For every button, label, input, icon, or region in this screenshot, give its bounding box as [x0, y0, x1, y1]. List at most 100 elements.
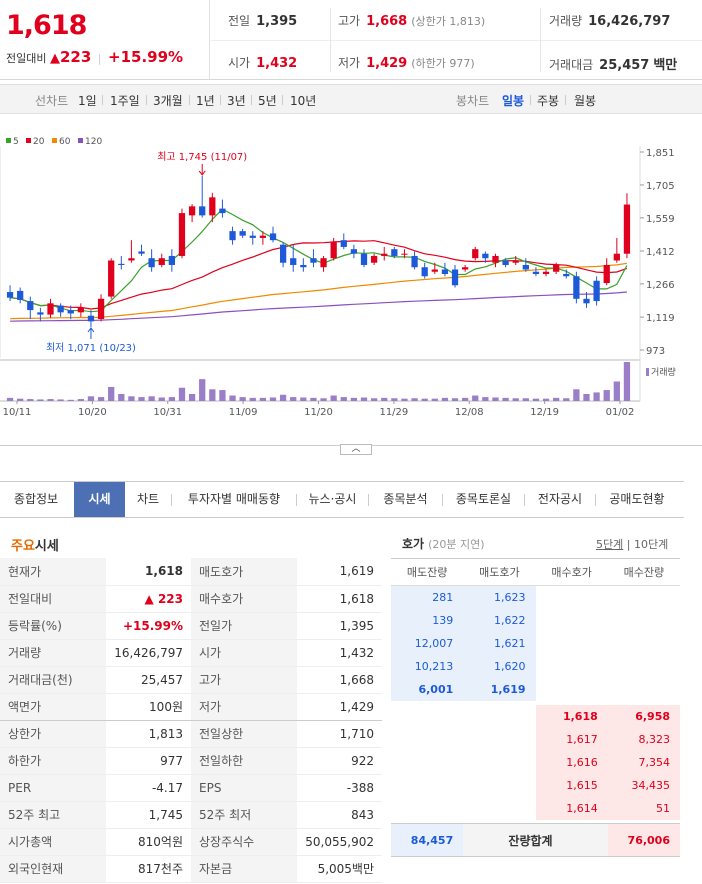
volume-bar: [340, 397, 347, 401]
ask-price: 1,621: [463, 631, 536, 655]
period-3y[interactable]: 3년: [227, 94, 246, 108]
tab-chart[interactable]: 차트: [136, 492, 160, 506]
ask-price: 1,619: [463, 677, 536, 701]
period-1w[interactable]: 1주일: [110, 94, 140, 108]
candle-body: [77, 307, 84, 313]
volume-bar: [148, 396, 155, 401]
tab-investor-trend[interactable]: 투자자별 매매동향: [187, 492, 281, 506]
volume-bar: [401, 398, 408, 401]
period-1d[interactable]: 1일: [78, 94, 97, 108]
tab-discussion[interactable]: 종목토론실: [455, 492, 512, 506]
volume-bar: [583, 393, 590, 401]
ask-row[interactable]: 10,213 1,620: [391, 654, 680, 678]
legend-swatch: [78, 138, 83, 143]
period-5y[interactable]: 5년: [258, 94, 277, 108]
bid-qty: 7,354: [607, 750, 680, 774]
bid-qty: 51: [607, 796, 680, 820]
volume-bar: [138, 397, 145, 401]
tab-news[interactable]: 뉴스·공시: [308, 492, 357, 506]
candle-weekly[interactable]: 주봉: [537, 94, 560, 108]
ask-row[interactable]: 281 1,623: [391, 585, 680, 609]
candle-body: [401, 253, 408, 255]
x-tick-label: 11/09: [229, 407, 258, 418]
tab-summary[interactable]: 종합정보: [13, 492, 59, 506]
quote-row: 액면가 100원 저가 1,429: [0, 693, 382, 721]
bid-row[interactable]: 1,614 51: [391, 796, 680, 820]
volume-bar: [209, 389, 216, 401]
bid-row[interactable]: 1,617 8,323: [391, 727, 680, 751]
candle-body: [229, 231, 236, 241]
candle-body: [441, 269, 449, 275]
quote-label: PER: [0, 774, 107, 802]
quote-row: 52주 최고 1,745 52주 최저 843: [0, 801, 382, 829]
quote-row: 거래대금(천) 25,457 고가 1,668: [0, 666, 382, 694]
quote-label: 하한가: [0, 747, 107, 775]
candle-chart-button[interactable]: 봉차트: [456, 94, 490, 108]
tab-short-selling[interactable]: 공매도현황: [609, 492, 665, 506]
candle-body: [553, 264, 560, 272]
candle-body: [67, 310, 74, 314]
bid-row[interactable]: 1,615 34,435: [391, 773, 680, 797]
bid-row[interactable]: 1,618 6,958: [391, 704, 680, 728]
volume-bar: [87, 396, 95, 401]
period-10y[interactable]: 10년: [290, 94, 317, 108]
candle-body: [239, 231, 246, 236]
candle-body: [482, 253, 489, 259]
depth-5-link[interactable]: 5단계: [596, 538, 624, 551]
legend-swatch: [52, 138, 57, 143]
tab-quote[interactable]: 시세: [74, 482, 125, 517]
volume-bar: [67, 399, 74, 401]
up-triangle-icon: ▲: [49, 51, 60, 66]
chart-toggle-button[interactable]: ︿: [340, 444, 372, 455]
price-chart[interactable]: 1,851 1,705 1,559 1,412 1,266 1,119 973 5 20 60 12…: [0, 114, 702, 446]
quote-row: PER -4.17 EPS -388: [0, 774, 382, 802]
candle-monthly[interactable]: 월봉: [574, 94, 597, 108]
candle-body: [178, 213, 186, 256]
candle-body: [87, 315, 95, 322]
volume-bar: [310, 397, 317, 401]
candle-body: [97, 298, 105, 320]
volume-bar: [462, 397, 469, 401]
volume-bar: [623, 362, 631, 401]
empty-cell: [608, 586, 680, 609]
candle-body: [421, 267, 428, 277]
main-quote-title: 주요시세: [11, 539, 59, 554]
ask-row[interactable]: 139 1,622: [391, 608, 680, 632]
legend-swatch: [6, 138, 11, 143]
open-price: 시가 1,432: [228, 56, 298, 71]
volume-bar: [290, 397, 297, 401]
candle-body: [573, 276, 580, 299]
chart-period-bar: 선차트 1일 1주일 3개월 1년 3년 5년 10년 봉차트 일봉 주봉 월봉: [0, 84, 702, 114]
quote-row: 시가총액 810억원 상장주식수 50,055,902: [0, 828, 382, 856]
volume-bar: [77, 399, 84, 401]
volume-bar: [593, 392, 600, 401]
ask-row[interactable]: 6,001 1,619: [391, 677, 680, 701]
tab-analysis[interactable]: 종목분석: [383, 492, 428, 506]
x-tick-label: 12/19: [530, 407, 559, 418]
tab-disclosure[interactable]: 전자공시: [537, 492, 583, 506]
quote-label: 상장주식수: [191, 828, 298, 856]
depth-10-link[interactable]: 10단계: [633, 538, 669, 551]
bid-qty: 34,435: [607, 773, 680, 797]
candle-body: [532, 271, 540, 275]
period-3m[interactable]: 3개월: [153, 94, 183, 108]
x-tick-label: 10/11: [3, 407, 32, 418]
line-chart-button[interactable]: 선차트: [35, 94, 69, 108]
trade-amount: 거래대금 25,457 백만: [549, 58, 678, 73]
quote-value: 1,813: [106, 720, 191, 748]
bid-row[interactable]: 1,616 7,354: [391, 750, 680, 774]
change-value: 223: [59, 48, 92, 66]
period-1y[interactable]: 1년: [196, 94, 215, 108]
y-tick-label: 1,851: [646, 148, 675, 159]
quote-row: 거래량 16,426,797 시가 1,432: [0, 639, 382, 667]
ask-row[interactable]: 12,007 1,621: [391, 631, 680, 655]
candle-body: [6, 292, 14, 298]
quote-label: 자본금: [191, 855, 298, 883]
candle-body: [593, 280, 600, 302]
ask-qty: 10,213: [391, 654, 464, 678]
candle-body: [542, 271, 550, 275]
low-arrow-icon: [87, 327, 95, 333]
candle-body: [199, 206, 206, 216]
candle-daily[interactable]: 일봉: [502, 94, 525, 108]
quote-value: 977: [106, 747, 191, 775]
